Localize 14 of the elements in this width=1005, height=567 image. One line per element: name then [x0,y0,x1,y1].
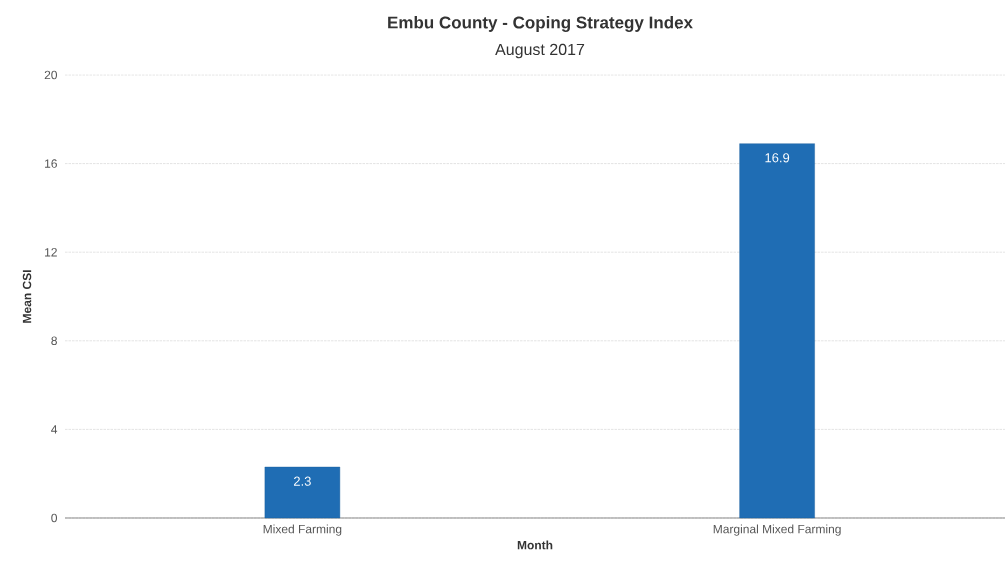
y-tick-label: 0 [51,513,58,523]
data-label: 2.3 [294,476,311,486]
x-tick-label: Mixed Farming [263,524,342,536]
y-tick-label: 20 [44,70,58,80]
chart-title: Embu County - Coping Strategy Index [388,16,693,32]
y-tick-label: 4 [51,425,58,434]
chart-subtitle: August 2017 [495,43,585,59]
data-label: 16.9 [765,153,790,163]
y-axis-title: Mean CSI [22,270,32,323]
x-axis-title: Month [517,540,553,550]
y-tick-label: 16 [45,159,57,168]
y-tick-label: 8 [51,336,57,346]
x-tick-label: Marginal Mixed Farming [713,524,841,536]
y-tick-label: 12 [45,248,57,257]
